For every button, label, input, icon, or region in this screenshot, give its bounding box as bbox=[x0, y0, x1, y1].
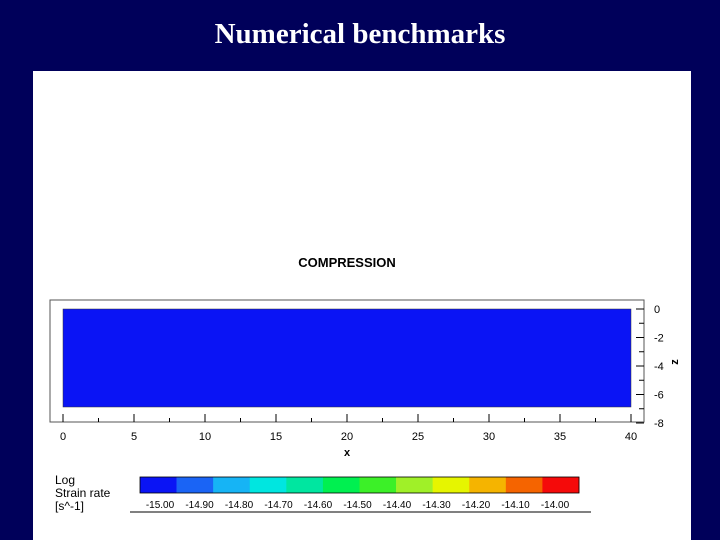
legend-label: -15.00 bbox=[146, 500, 175, 511]
legend-swatch bbox=[469, 477, 507, 493]
x-tick-label: 25 bbox=[412, 431, 424, 443]
legend-title-line: [s^-1] bbox=[55, 499, 84, 513]
legend-swatch bbox=[505, 477, 543, 493]
legend-swatch bbox=[176, 477, 214, 493]
legend-swatch bbox=[213, 477, 251, 493]
x-tick-label: 40 bbox=[625, 431, 637, 443]
z-tick-label: -2 bbox=[654, 333, 664, 345]
x-axis-label: x bbox=[344, 447, 351, 459]
x-tick-label: 20 bbox=[341, 431, 353, 443]
legend-labels: -15.00 -14.90 -14.80 -14.70 -14.60 -14.50 -14.… bbox=[146, 500, 570, 511]
plot-panel: COMPRESSION 0 5 10 15 20 25 30 35 40 x 0 -2 -4 -6 -8… bbox=[33, 71, 691, 540]
legend-label: -14.00 bbox=[541, 500, 570, 511]
legend-label: -14.30 bbox=[422, 500, 451, 511]
x-tick-label: 35 bbox=[554, 431, 566, 443]
z-axis-tick-labels: 0 -2 -4 -6 -8 bbox=[654, 304, 664, 430]
legend-title-line: Strain rate bbox=[55, 486, 111, 500]
x-tick-label: 5 bbox=[131, 431, 137, 443]
legend-swatch bbox=[359, 477, 397, 493]
plot-title: COMPRESSION bbox=[298, 255, 396, 270]
z-tick-label: -6 bbox=[654, 390, 664, 402]
legend-label: -14.50 bbox=[343, 500, 372, 511]
legend-swatch bbox=[140, 477, 177, 493]
legend-swatch bbox=[249, 477, 287, 493]
legend-swatch bbox=[396, 477, 433, 493]
legend-bar-outline bbox=[139, 476, 580, 494]
z-tick-label: -4 bbox=[654, 361, 664, 373]
legend-label: -14.20 bbox=[462, 500, 491, 511]
z-axis-ticks bbox=[636, 308, 644, 424]
x-axis-ticks bbox=[62, 414, 632, 422]
slide-title: Numerical benchmarks bbox=[214, 18, 506, 50]
legend-label: -14.10 bbox=[501, 500, 530, 511]
x-tick-label: 15 bbox=[270, 431, 282, 443]
x-tick-label: 0 bbox=[60, 431, 66, 443]
z-axis-label: z bbox=[669, 359, 681, 365]
legend-label: -14.90 bbox=[185, 500, 214, 511]
legend-swatch bbox=[542, 477, 580, 493]
legend-swatch bbox=[322, 477, 360, 493]
z-tick-label: -8 bbox=[654, 418, 664, 430]
legend-label: -14.60 bbox=[304, 500, 333, 511]
legend-title-line: Log bbox=[55, 473, 75, 487]
legend-label: -14.80 bbox=[225, 500, 254, 511]
legend-color-bar bbox=[139, 476, 580, 494]
legend-label: -14.40 bbox=[383, 500, 412, 511]
legend-label: -14.70 bbox=[264, 500, 293, 511]
legend-swatch bbox=[286, 477, 324, 493]
x-axis-tick-labels: 0 5 10 15 20 25 30 35 40 bbox=[60, 431, 637, 443]
legend-swatch bbox=[432, 477, 470, 493]
x-tick-label: 30 bbox=[483, 431, 495, 443]
strain-rate-field bbox=[62, 308, 632, 408]
x-tick-label: 10 bbox=[199, 431, 211, 443]
compression-plot: COMPRESSION 0 5 10 15 20 25 30 35 40 x 0 -2 -4 -6 -8… bbox=[49, 255, 681, 513]
z-tick-label: 0 bbox=[654, 304, 660, 316]
